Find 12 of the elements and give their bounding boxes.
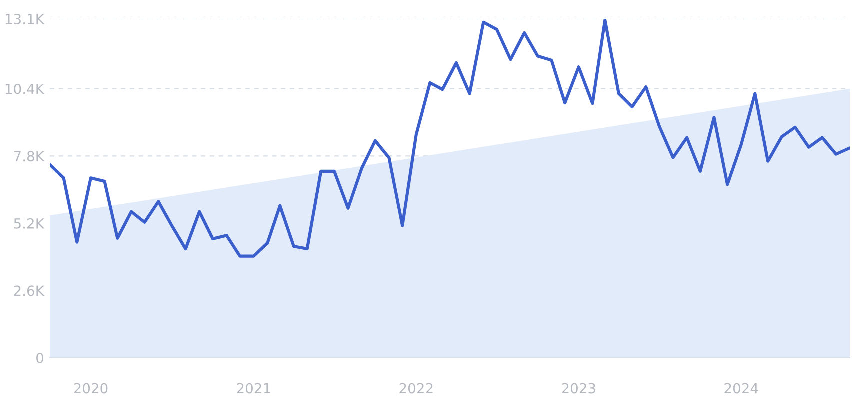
y-tick-label: 2.6K bbox=[14, 286, 45, 296]
y-tick-label: 7.8K bbox=[14, 151, 45, 162]
y-tick-label: 10.4K bbox=[6, 84, 45, 94]
x-tick-label: 2023 bbox=[562, 383, 596, 394]
y-tick-label: 5.2K bbox=[14, 218, 45, 229]
x-tick-label: 2024 bbox=[724, 383, 758, 394]
x-tick-label: 2020 bbox=[74, 383, 108, 394]
y-tick-label: 0 bbox=[36, 352, 44, 364]
x-tick-label: 2022 bbox=[400, 383, 433, 394]
x-tick-label: 2021 bbox=[237, 383, 270, 394]
y-tick-label: 13.1K bbox=[6, 14, 45, 24]
line-series bbox=[50, 19, 850, 258]
